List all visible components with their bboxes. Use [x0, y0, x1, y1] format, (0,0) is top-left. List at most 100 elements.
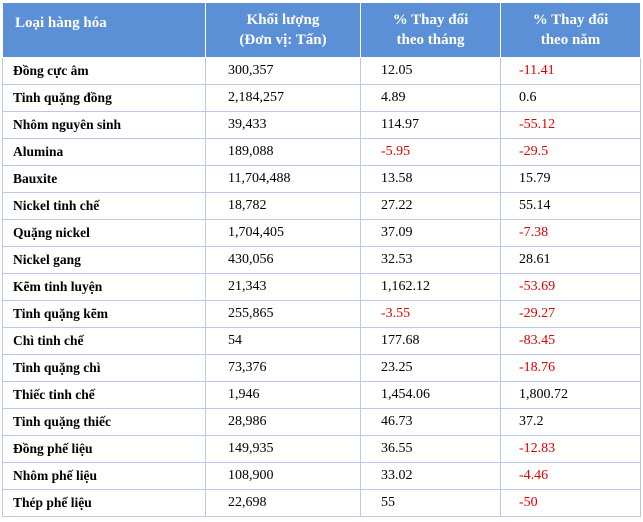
yoy-change-cell: -29.5	[500, 138, 641, 166]
header-yoy-change: % Thay đổi theo năm	[500, 2, 641, 58]
volume-cell: 39,433	[205, 111, 361, 139]
commodity-name-cell: Đồng phế liệu	[2, 435, 206, 463]
yoy-change-cell: 1,800.72	[500, 381, 641, 409]
volume-cell: 255,865	[205, 300, 361, 328]
yoy-change-cell: -7.38	[500, 219, 641, 247]
table-row: Đồng cực âm 300,357 12.05 -11.41	[2, 57, 641, 85]
volume-cell: 189,088	[205, 138, 361, 166]
table-row: Alumina 189,088 -5.95 -29.5	[2, 138, 641, 166]
yoy-change-cell: 37.2	[500, 408, 641, 436]
header-mom-line1: % Thay đổi	[392, 12, 469, 28]
table-row: Chì tinh chế 54 177.68 -83.45	[2, 327, 641, 355]
table-row: Kẽm tinh luyện 21,343 1,162.12 -53.69	[2, 273, 641, 301]
commodity-name-cell: Alumina	[2, 138, 206, 166]
mom-change-cell: 4.89	[360, 84, 501, 112]
volume-cell: 21,343	[205, 273, 361, 301]
commodity-name-cell: Tinh quặng thiếc	[2, 408, 206, 436]
mom-change-cell: -5.95	[360, 138, 501, 166]
commodity-name-cell: Nickel tinh chế	[2, 192, 206, 220]
commodity-name-cell: Tinh quặng kẽm	[2, 300, 206, 328]
mom-change-cell: 27.22	[360, 192, 501, 220]
mom-change-cell: 37.09	[360, 219, 501, 247]
table-row: Nickel gang 430,056 32.53 28.61	[2, 246, 641, 274]
table-row: Đồng phế liệu 149,935 36.55 -12.83	[2, 435, 641, 463]
mom-change-cell: 177.68	[360, 327, 501, 355]
yoy-change-cell: -53.69	[500, 273, 641, 301]
yoy-change-cell: -83.45	[500, 327, 641, 355]
commodity-name-cell: Chì tinh chế	[2, 327, 206, 355]
header-yoy-line1: % Thay đổi	[532, 12, 609, 28]
table-row: Thiếc tinh chế 1,946 1,454.06 1,800.72	[2, 381, 641, 409]
table-body: Đồng cực âm 300,357 12.05 -11.41 Tinh quặng …	[2, 57, 641, 517]
mom-change-cell: 55	[360, 489, 501, 517]
header-yoy-line2: theo năm	[540, 32, 601, 48]
header-row: Loại hàng hóa Khối lượng (Đơn vị: Tấn) %…	[2, 2, 641, 58]
volume-cell: 1,704,405	[205, 219, 361, 247]
table-row: Thép phế liệu 22,698 55 -50	[2, 489, 641, 517]
mom-change-cell: 1,454.06	[360, 381, 501, 409]
commodity-name-cell: Đồng cực âm	[2, 57, 206, 85]
header-commodity: Loại hàng hóa	[2, 2, 206, 58]
volume-cell: 22,698	[205, 489, 361, 517]
mom-change-cell: 13.58	[360, 165, 501, 193]
volume-cell: 18,782	[205, 192, 361, 220]
volume-cell: 108,900	[205, 462, 361, 490]
header-mom-change: % Thay đổi theo tháng	[360, 2, 501, 58]
commodity-name-cell: Nickel gang	[2, 246, 206, 274]
header-volume-line2: (Đơn vị: Tấn)	[239, 32, 327, 48]
yoy-change-cell: 15.79	[500, 165, 641, 193]
volume-cell: 2,184,257	[205, 84, 361, 112]
volume-cell: 1,946	[205, 381, 361, 409]
commodity-name-cell: Nhôm nguyên sinh	[2, 111, 206, 139]
volume-cell: 300,357	[205, 57, 361, 85]
header-volume-line1: Khối lượng	[246, 12, 320, 28]
commodity-name-cell: Thép phế liệu	[2, 489, 206, 517]
table-header: Loại hàng hóa Khối lượng (Đơn vị: Tấn) %…	[2, 2, 641, 58]
volume-cell: 11,704,488	[205, 165, 361, 193]
yoy-change-cell: 28.61	[500, 246, 641, 274]
commodity-name-cell: Tinh quặng đồng	[2, 84, 206, 112]
mom-change-cell: 1,162.12	[360, 273, 501, 301]
header-mom-line2: theo tháng	[396, 32, 465, 48]
yoy-change-cell: -12.83	[500, 435, 641, 463]
mom-change-cell: 12.05	[360, 57, 501, 85]
table-row: Bauxite 11,704,488 13.58 15.79	[2, 165, 641, 193]
commodity-name-cell: Kẽm tinh luyện	[2, 273, 206, 301]
volume-cell: 430,056	[205, 246, 361, 274]
table-row: Tinh quặng kẽm 255,865 -3.55 -29.27	[2, 300, 641, 328]
mom-change-cell: 114.97	[360, 111, 501, 139]
header-volume: Khối lượng (Đơn vị: Tấn)	[205, 2, 361, 58]
table-row: Nickel tinh chế 18,782 27.22 55.14	[2, 192, 641, 220]
volume-cell: 54	[205, 327, 361, 355]
yoy-change-cell: -55.12	[500, 111, 641, 139]
mom-change-cell: 33.02	[360, 462, 501, 490]
mom-change-cell: 23.25	[360, 354, 501, 382]
yoy-change-cell: -50	[500, 489, 641, 517]
commodity-name-cell: Bauxite	[2, 165, 206, 193]
yoy-change-cell: 55.14	[500, 192, 641, 220]
yoy-change-cell: -29.27	[500, 300, 641, 328]
table-row: Nhôm nguyên sinh 39,433 114.97 -55.12	[2, 111, 641, 139]
table-row: Nhôm phế liệu 108,900 33.02 -4.46	[2, 462, 641, 490]
header-commodity-label: Loại hàng hóa	[15, 15, 107, 31]
table-row: Quặng nickel 1,704,405 37.09 -7.38	[2, 219, 641, 247]
commodity-name-cell: Tinh quặng chì	[2, 354, 206, 382]
mom-change-cell: 32.53	[360, 246, 501, 274]
mom-change-cell: 46.73	[360, 408, 501, 436]
yoy-change-cell: 0.6	[500, 84, 641, 112]
volume-cell: 28,986	[205, 408, 361, 436]
table-row: Tinh quặng đồng 2,184,257 4.89 0.6	[2, 84, 641, 112]
mom-change-cell: -3.55	[360, 300, 501, 328]
table-row: Tinh quặng chì 73,376 23.25 -18.76	[2, 354, 641, 382]
commodity-name-cell: Thiếc tinh chế	[2, 381, 206, 409]
table-row: Tinh quặng thiếc 28,986 46.73 37.2	[2, 408, 641, 436]
commodity-name-cell: Nhôm phế liệu	[2, 462, 206, 490]
mom-change-cell: 36.55	[360, 435, 501, 463]
yoy-change-cell: -4.46	[500, 462, 641, 490]
yoy-change-cell: -18.76	[500, 354, 641, 382]
commodity-name-cell: Quặng nickel	[2, 219, 206, 247]
yoy-change-cell: -11.41	[500, 57, 641, 85]
volume-cell: 73,376	[205, 354, 361, 382]
volume-cell: 149,935	[205, 435, 361, 463]
